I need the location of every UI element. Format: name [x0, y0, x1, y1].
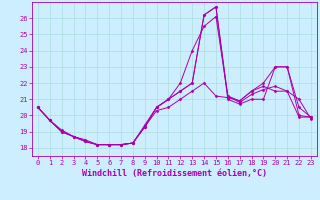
X-axis label: Windchill (Refroidissement éolien,°C): Windchill (Refroidissement éolien,°C) — [82, 169, 267, 178]
